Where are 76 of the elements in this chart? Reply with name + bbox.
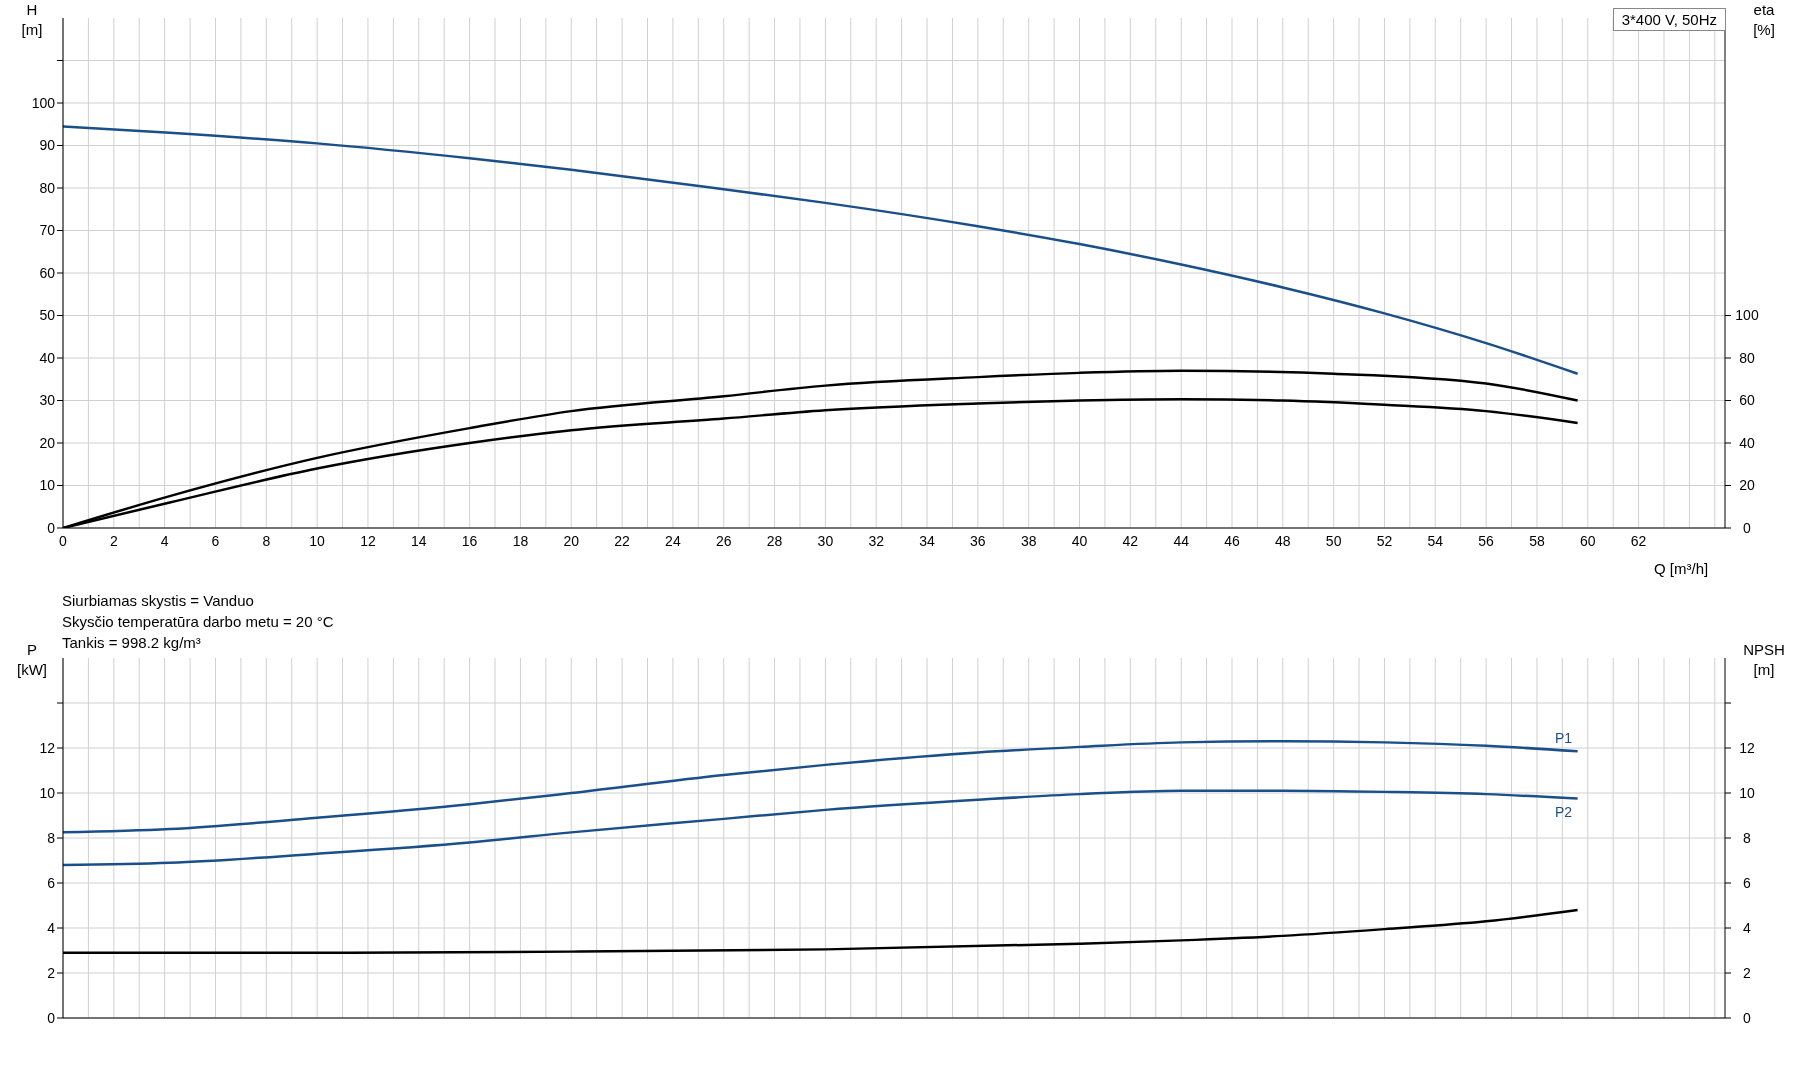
- x-tick-label: 24: [665, 532, 681, 549]
- text: Skysčio temperatūra darbo metu = 20 °C: [62, 612, 334, 632]
- y2-tick-label: 20: [1739, 477, 1755, 494]
- x-tick-label: 10: [309, 532, 326, 549]
- y2-tick-label: 0: [1743, 519, 1752, 536]
- x-tick-label: 14: [410, 532, 427, 549]
- y-tick-label: 4: [47, 919, 56, 936]
- x-tick-label: 38: [1020, 532, 1037, 549]
- y2-tick-label: 100: [1735, 307, 1759, 324]
- x-tick-label: 32: [868, 532, 885, 549]
- x-tick-label: 4: [160, 532, 169, 549]
- y-tick-label: 20: [39, 434, 56, 451]
- y-tick-label: 90: [39, 137, 56, 154]
- y-tick-label: 40: [39, 349, 56, 366]
- y2-tick-label: 40: [1739, 434, 1755, 451]
- x-tick-label: 26: [715, 532, 732, 549]
- y2-tick-label: 12: [1739, 739, 1755, 756]
- y2-tick-label: 6: [1743, 874, 1752, 891]
- y2-tick-label: 4: [1743, 919, 1752, 936]
- y-tick-label: 80: [39, 179, 56, 196]
- x-tick-label: 42: [1122, 532, 1139, 549]
- x-tick-label: 20: [563, 532, 580, 549]
- x-tick-label: 40: [1071, 532, 1088, 549]
- y2-axis-title: NPSH [m]: [1742, 640, 1786, 680]
- y-tick-label: 6: [47, 874, 56, 891]
- x-tick-label: 30: [817, 532, 834, 549]
- x-tick-label: 18: [512, 532, 529, 549]
- y-tick-label: 0: [47, 519, 56, 536]
- x-tick-label: 6: [211, 532, 220, 549]
- x-tick-label: 60: [1579, 532, 1596, 549]
- x-tick-label: 22: [614, 532, 631, 549]
- x-tick-label: 34: [919, 532, 936, 549]
- y2-tick-label: 2: [1743, 964, 1752, 981]
- x-tick-label: 50: [1325, 532, 1342, 549]
- x-tick-label: 44: [1173, 532, 1190, 549]
- x-tick-label: 48: [1275, 532, 1291, 549]
- y-tick-label: 60: [39, 264, 56, 281]
- x-tick-label: 56: [1478, 532, 1495, 549]
- x-tick-label: 12: [360, 532, 376, 549]
- x-tick-label: 46: [1224, 532, 1240, 549]
- line-series: [63, 789, 1579, 867]
- x-tick-label: 62: [1630, 532, 1647, 549]
- x-tick-label: 28: [766, 532, 783, 549]
- x-tick-label: 52: [1376, 532, 1393, 549]
- y-tick-label: 2: [47, 964, 56, 981]
- x-tick-label: 8: [262, 532, 271, 549]
- x-tick-label: 0: [59, 532, 68, 549]
- series-label: P2: [1555, 803, 1573, 820]
- y-tick-label: 12: [39, 739, 56, 756]
- series-label: P1: [1555, 730, 1573, 747]
- text: Tankis = 998.2 kg/m³: [62, 633, 202, 653]
- y-axis-title: P [kW]: [16, 640, 48, 680]
- y-axis-title: H [m]: [20, 0, 44, 40]
- y-tick-label: 50: [39, 307, 56, 324]
- y2-tick-label: 60: [1739, 392, 1755, 409]
- y-tick-label: 0: [47, 1009, 56, 1026]
- x-axis-title: Q [m³/h]: [1654, 560, 1709, 577]
- x-tick-label: 54: [1427, 532, 1444, 549]
- x-tick-label: 16: [461, 532, 478, 549]
- y-tick-label: 100: [31, 94, 56, 111]
- x-tick-label: 36: [970, 532, 986, 549]
- chart-title: 3*400 V, 50Hz: [1612, 8, 1726, 31]
- y-tick-label: 30: [39, 392, 56, 409]
- y2-axis-title: eta [%]: [1752, 0, 1776, 40]
- text: Siurbiamas skystis = Vanduo: [62, 591, 255, 611]
- x-tick-label: 2: [109, 532, 118, 549]
- y-tick-label: 8: [47, 829, 56, 846]
- y-tick-label: 10: [39, 784, 56, 801]
- line-series: [63, 125, 1579, 375]
- y2-tick-label: 80: [1739, 349, 1755, 366]
- y2-tick-label: 0: [1743, 1009, 1752, 1026]
- y2-tick-label: 10: [1739, 784, 1755, 801]
- y-tick-label: 70: [39, 222, 56, 239]
- y-tick-label: 10: [39, 477, 56, 494]
- x-tick-label: 58: [1529, 532, 1545, 549]
- y2-tick-label: 8: [1743, 829, 1752, 846]
